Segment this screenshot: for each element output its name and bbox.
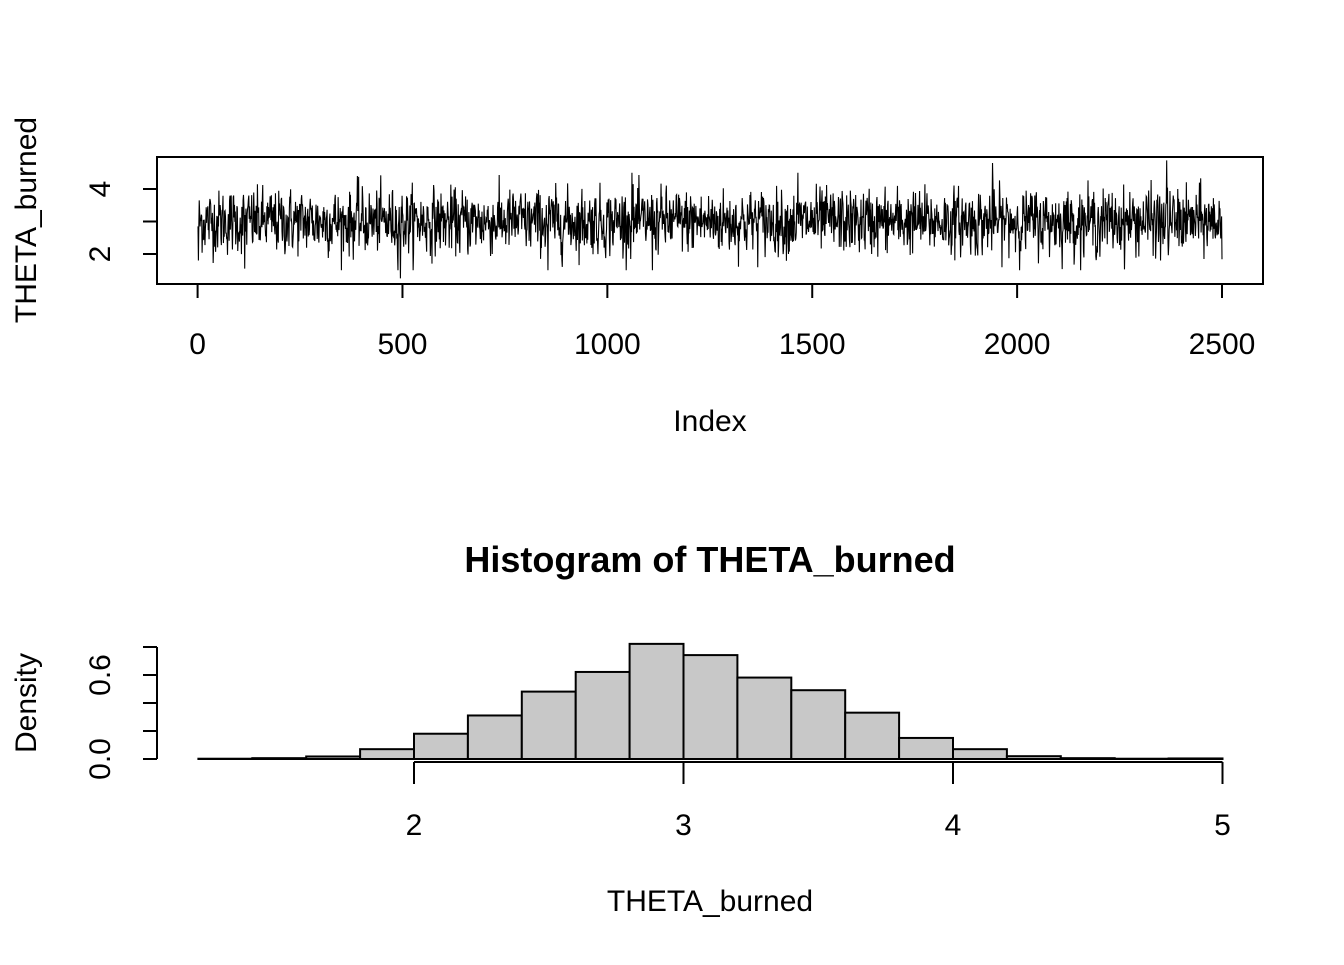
histogram-x-tick-label: 4 (945, 809, 962, 842)
histogram-bar (953, 749, 1007, 759)
trace-x-tick-label: 1500 (779, 328, 846, 361)
histogram-x-tick-label: 2 (406, 809, 423, 842)
trace-x-axis-title: Index (673, 405, 746, 438)
histogram-x-tick-label: 5 (1214, 809, 1231, 842)
trace-y-axis-title: THETA_burned (10, 117, 43, 323)
trace-y-tick-label: 4 (84, 181, 117, 198)
histogram-bar (791, 690, 845, 759)
histogram-bar (1007, 756, 1061, 759)
trace-x-tick-label: 2500 (1189, 328, 1256, 361)
histogram-bar (684, 655, 738, 759)
histogram-bars (198, 644, 1222, 759)
histogram-y-axis: 0.0 0.6 (84, 647, 157, 780)
histogram-bar (899, 738, 953, 759)
trace-x-tick-label: 500 (377, 328, 427, 361)
histogram-bar (737, 678, 791, 759)
histogram-bar (1061, 758, 1115, 759)
trace-x-tick-label: 2000 (984, 328, 1051, 361)
histogram-bar (414, 734, 468, 759)
trace-y-tick-label: 2 (84, 246, 117, 263)
histogram-bar (522, 692, 576, 759)
histogram-bar (306, 756, 360, 759)
histogram-y-tick-label: 0.0 (84, 738, 117, 780)
histogram-x-tick-label: 3 (675, 809, 692, 842)
histogram-bar (468, 715, 522, 759)
histogram-bar (576, 672, 630, 759)
histogram-bar (360, 749, 414, 759)
trace-y-axis: 24 (84, 181, 157, 263)
histogram-x-axis: 2 3 4 5 (406, 762, 1231, 842)
trace-x-tick-label: 1000 (574, 328, 641, 361)
histogram-bar (1169, 758, 1223, 759)
histogram-bar (630, 644, 684, 759)
histogram-y-tick-label: 0.6 (84, 654, 117, 696)
histogram-bar (252, 758, 306, 759)
trace-series-line (198, 160, 1222, 278)
histogram-y-axis-title: Density (10, 653, 43, 753)
histogram-panel: Histogram of THETA_burned 2 3 4 5 0.0 0.6 TH… (10, 539, 1231, 918)
trace-x-axis: 0 500 1000 1500 2000 2500 (189, 284, 1255, 361)
histogram-x-axis-title: THETA_burned (607, 885, 813, 918)
trace-x-tick-label: 0 (189, 328, 206, 361)
histogram-title: Histogram of THETA_burned (464, 539, 955, 580)
histogram-bar (845, 713, 899, 759)
